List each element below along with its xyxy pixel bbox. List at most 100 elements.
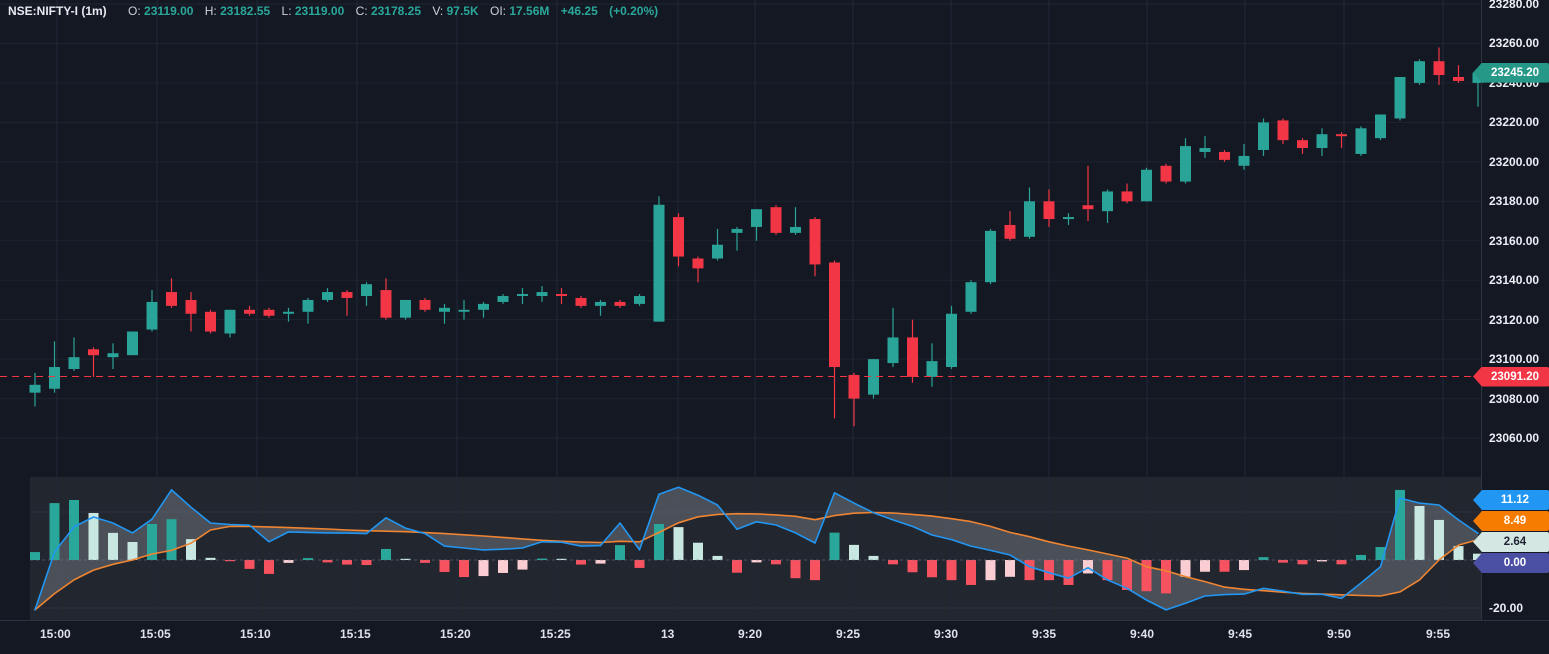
histogram-bar — [186, 539, 196, 560]
candle-body[interactable] — [29, 384, 41, 393]
candle-body[interactable] — [1004, 224, 1016, 239]
candle-body[interactable] — [1258, 122, 1269, 151]
volume-value: 97.5K — [446, 4, 479, 18]
candle-body[interactable] — [1063, 217, 1074, 220]
candle-body[interactable] — [166, 292, 177, 306]
candle-body[interactable] — [809, 219, 821, 265]
histogram-bar — [673, 527, 684, 560]
histogram-bar — [459, 560, 469, 578]
candle-body[interactable] — [926, 361, 938, 377]
candle-body[interactable] — [1277, 120, 1289, 141]
candle-body[interactable] — [985, 230, 996, 283]
histogram-bar — [1317, 560, 1327, 562]
candle-body[interactable] — [322, 292, 333, 300]
candle-body[interactable] — [185, 299, 197, 314]
candle-body[interactable] — [1082, 205, 1094, 210]
candle-body[interactable] — [419, 299, 431, 310]
candle-body[interactable] — [1141, 169, 1152, 202]
candle-body[interactable] — [1238, 155, 1250, 166]
candle-body[interactable] — [1043, 201, 1055, 220]
candle-body[interactable] — [263, 309, 275, 316]
candle-body[interactable] — [712, 244, 723, 259]
candle-body[interactable] — [848, 374, 860, 399]
candle-body[interactable] — [107, 353, 119, 358]
candle-body[interactable] — [244, 309, 255, 314]
candle-body[interactable] — [458, 309, 470, 312]
candle-body[interactable] — [887, 337, 899, 364]
candle-body[interactable] — [1316, 134, 1328, 149]
price-axis-label: 23140.00 — [1489, 273, 1540, 288]
candle-body[interactable] — [400, 299, 411, 318]
histogram-bar — [30, 552, 40, 560]
candle-body[interactable] — [692, 258, 704, 269]
histogram-bar — [732, 560, 742, 573]
candle-body[interactable] — [1433, 61, 1445, 76]
candle-body[interactable] — [68, 357, 80, 370]
candle-body[interactable] — [1160, 165, 1172, 182]
candle-body[interactable] — [536, 292, 548, 297]
candle-body[interactable] — [868, 359, 879, 395]
candle-body[interactable] — [361, 284, 372, 297]
candle-body[interactable] — [1199, 148, 1211, 152]
candle-body[interactable] — [1375, 114, 1386, 139]
candle-body[interactable] — [673, 217, 684, 257]
candle-body[interactable] — [1394, 77, 1406, 119]
candle-body[interactable] — [1297, 140, 1308, 149]
candle-body[interactable] — [907, 337, 918, 377]
indicator-axis-label: -20.00 — [1489, 601, 1524, 615]
time-axis-label: 9:30 — [934, 627, 959, 641]
candle-body[interactable] — [1414, 61, 1425, 83]
candle-body[interactable] — [595, 301, 606, 306]
time-axis[interactable]: 15:00 15:05 15:10 15:15 15:20 15:25 13 9:20 9:25… — [0, 620, 1549, 654]
candle-body[interactable] — [829, 262, 840, 368]
candle-body[interactable] — [88, 349, 99, 356]
candle-body[interactable] — [497, 296, 509, 302]
candle-body[interactable] — [965, 282, 977, 312]
candle-body[interactable] — [1121, 191, 1133, 202]
histogram-bar — [69, 500, 79, 560]
candle-body[interactable] — [283, 311, 294, 314]
candle-body[interactable] — [1453, 77, 1464, 81]
candle-body[interactable] — [341, 292, 353, 298]
candle-body[interactable] — [380, 290, 392, 318]
candle-body[interactable] — [751, 209, 762, 227]
candle-body[interactable] — [517, 294, 528, 297]
candle-body[interactable] — [556, 294, 567, 297]
histogram-bar — [907, 560, 918, 573]
volume-label: V: — [432, 4, 444, 18]
histogram-bar — [712, 555, 723, 560]
candle-body[interactable] — [1024, 201, 1035, 237]
candle-body[interactable] — [946, 313, 957, 368]
candle-body[interactable] — [653, 204, 665, 322]
candle-body[interactable] — [790, 226, 801, 233]
candle-body[interactable] — [49, 367, 60, 389]
candle-body[interactable] — [302, 299, 314, 312]
histogram-bar — [751, 560, 762, 563]
candle-body[interactable] — [634, 296, 645, 304]
histogram-bar — [1083, 560, 1093, 574]
candle-body[interactable] — [1180, 146, 1191, 182]
histogram-bar — [127, 542, 138, 560]
histogram-bar — [1044, 560, 1054, 581]
candle-body[interactable] — [224, 309, 236, 334]
candle-body[interactable] — [770, 207, 782, 233]
candle-body[interactable] — [1336, 134, 1347, 137]
candle-body[interactable] — [1355, 128, 1367, 154]
candle-body[interactable] — [1102, 191, 1113, 212]
change-value: +46.25 — [560, 4, 598, 18]
candle-body[interactable] — [439, 307, 450, 312]
chart-canvas[interactable] — [0, 0, 1484, 654]
candle-body[interactable] — [1219, 151, 1230, 160]
candle-body[interactable] — [731, 228, 743, 233]
candle-body[interactable] — [575, 297, 587, 306]
candle-body[interactable] — [478, 303, 489, 310]
histogram-bar — [927, 560, 937, 578]
price-axis[interactable]: 23280.00 23260.00 23240.00 23220.00 23200.00… — [1473, 0, 1549, 620]
histogram-bar — [1239, 560, 1249, 571]
candle-body[interactable] — [146, 301, 158, 330]
signal-line — [34, 511, 1479, 611]
candle-body[interactable] — [614, 301, 626, 306]
candle-body[interactable] — [127, 331, 138, 356]
candle-body[interactable] — [205, 311, 216, 332]
